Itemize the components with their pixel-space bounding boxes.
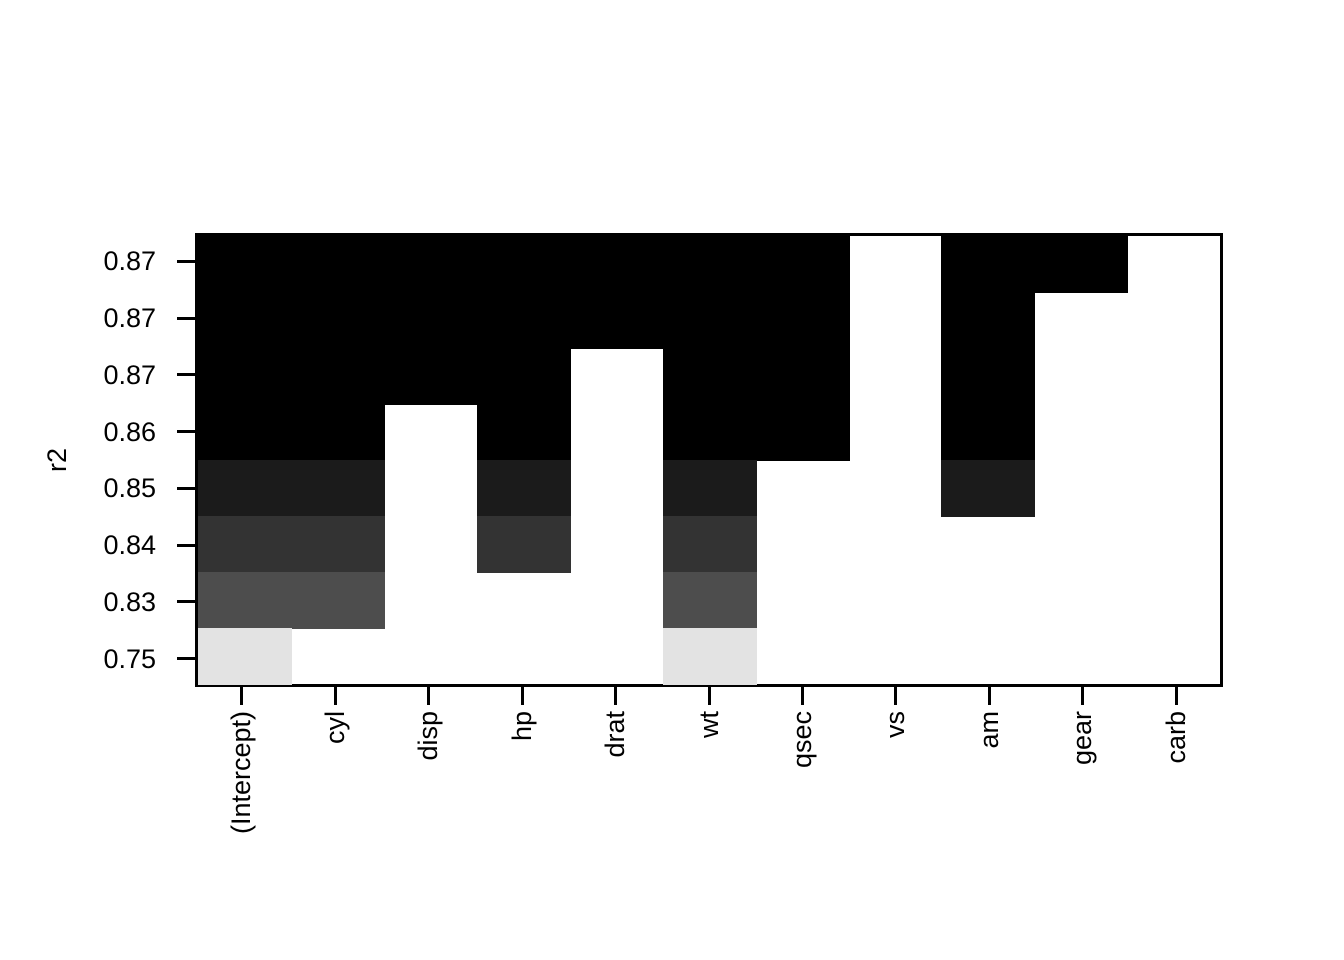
heatmap-cell: [290, 572, 386, 629]
x-tick-label-box: drat: [594, 711, 638, 921]
heatmap-cell: [383, 348, 478, 405]
heatmap-cell: [476, 236, 571, 293]
heatmap-cell: [1034, 236, 1129, 293]
heatmap-cell: [662, 516, 757, 573]
heatmap-cell: [662, 292, 757, 349]
heatmap-cell: [755, 236, 850, 293]
plot-box: [195, 233, 1223, 687]
y-axis-title-box: r2: [38, 233, 76, 687]
heatmap-cell: [198, 236, 293, 293]
y-tick-label: 0.87: [103, 246, 156, 277]
x-tick-label-box: vs: [874, 711, 918, 921]
heatmap-cell: [383, 236, 478, 293]
heatmap-cell: [476, 516, 571, 573]
y-axis-tick: [177, 430, 195, 434]
heatmap-cell: [569, 292, 664, 349]
heatmap-cell: [290, 348, 386, 405]
y-tick-label: 0.87: [103, 359, 156, 390]
x-axis-tick: [520, 687, 524, 705]
heatmap-cell: [290, 404, 386, 461]
x-tick-label-box: wt: [687, 711, 731, 921]
heatmap-cell: [662, 348, 757, 405]
x-tick-label-box: cyl: [313, 711, 357, 921]
y-axis-tick: [177, 316, 195, 320]
heatmap-cell: [383, 292, 478, 349]
x-axis-tick: [240, 687, 244, 705]
y-axis-tick: [177, 259, 195, 263]
heatmap-cell: [290, 236, 386, 293]
heatmap-cell: [755, 348, 850, 405]
y-axis-tick: [177, 600, 195, 604]
heatmap-cell: [569, 236, 664, 293]
x-tick-label-box: disp: [407, 711, 451, 921]
heatmap-cell: [941, 404, 1036, 461]
heatmap-cell: [198, 516, 293, 573]
heatmap-cell: [941, 292, 1036, 349]
x-axis-tick: [333, 687, 337, 705]
y-tick-label: 0.85: [103, 473, 156, 504]
heatmap-cell: [476, 348, 571, 405]
heatmap-cell: [290, 516, 386, 573]
heatmap-cell: [476, 292, 571, 349]
x-tick-label-box: carb: [1154, 711, 1198, 921]
heatmap-cell: [476, 404, 571, 461]
heatmap-cell: [290, 292, 386, 349]
y-axis-title: r2: [41, 447, 72, 472]
y-axis-tick: [177, 486, 195, 490]
x-tick-label-box: qsec: [780, 711, 824, 921]
heatmap-cell: [662, 460, 757, 517]
x-axis-tick: [800, 687, 804, 705]
x-tick-label: hp: [506, 711, 537, 742]
x-tick-label: gear: [1067, 711, 1098, 766]
x-axis-tick: [614, 687, 618, 705]
heatmap-cell: [941, 236, 1036, 293]
x-tick-label-box: hp: [500, 711, 544, 921]
heatmap-cell: [476, 460, 571, 517]
heatmap-cell: [198, 292, 293, 349]
y-axis-tick: [177, 543, 195, 547]
x-tick-label: wt: [693, 711, 724, 738]
heatmap-cell: [290, 460, 386, 517]
heatmap-cell: [198, 572, 293, 629]
heatmap-cell: [198, 404, 293, 461]
heatmap-cell: [198, 348, 293, 405]
heatmap-cell: [941, 348, 1036, 405]
x-axis-tick: [707, 687, 711, 705]
x-tick-label: drat: [600, 711, 631, 758]
heatmap-cell: [662, 236, 757, 293]
x-tick-label: carb: [1160, 711, 1191, 764]
y-tick-label: 0.87: [103, 303, 156, 334]
heatmap-cell: [941, 460, 1036, 517]
heatmap-cell: [198, 460, 293, 517]
x-axis-tick: [1174, 687, 1178, 705]
y-tick-label: 0.75: [103, 643, 156, 674]
x-tick-label-box: (Intercept): [220, 711, 264, 921]
x-tick-label-box: gear: [1061, 711, 1105, 921]
x-axis-tick: [1081, 687, 1085, 705]
y-tick-label: 0.86: [103, 416, 156, 447]
y-tick-label: 0.84: [103, 530, 156, 561]
x-tick-label: vs: [880, 711, 911, 738]
x-tick-label-box: am: [967, 711, 1011, 921]
x-axis-tick: [987, 687, 991, 705]
x-axis-tick: [427, 687, 431, 705]
y-axis-tick: [177, 373, 195, 377]
heatmap-cell: [755, 404, 850, 461]
heatmap-cell: [198, 628, 293, 685]
heatmap-cell: [662, 628, 757, 685]
heatmap-cell: [662, 404, 757, 461]
x-axis-tick: [894, 687, 898, 705]
x-tick-label: qsec: [786, 711, 817, 769]
heatmap-cell: [662, 572, 757, 629]
y-axis-tick: [177, 657, 195, 661]
x-tick-label: am: [973, 711, 1004, 749]
x-tick-label: cyl: [319, 711, 350, 744]
y-tick-label: 0.83: [103, 586, 156, 617]
x-tick-label: disp: [413, 711, 444, 761]
heatmap-cell: [755, 292, 850, 349]
x-tick-label: (Intercept): [226, 711, 257, 835]
